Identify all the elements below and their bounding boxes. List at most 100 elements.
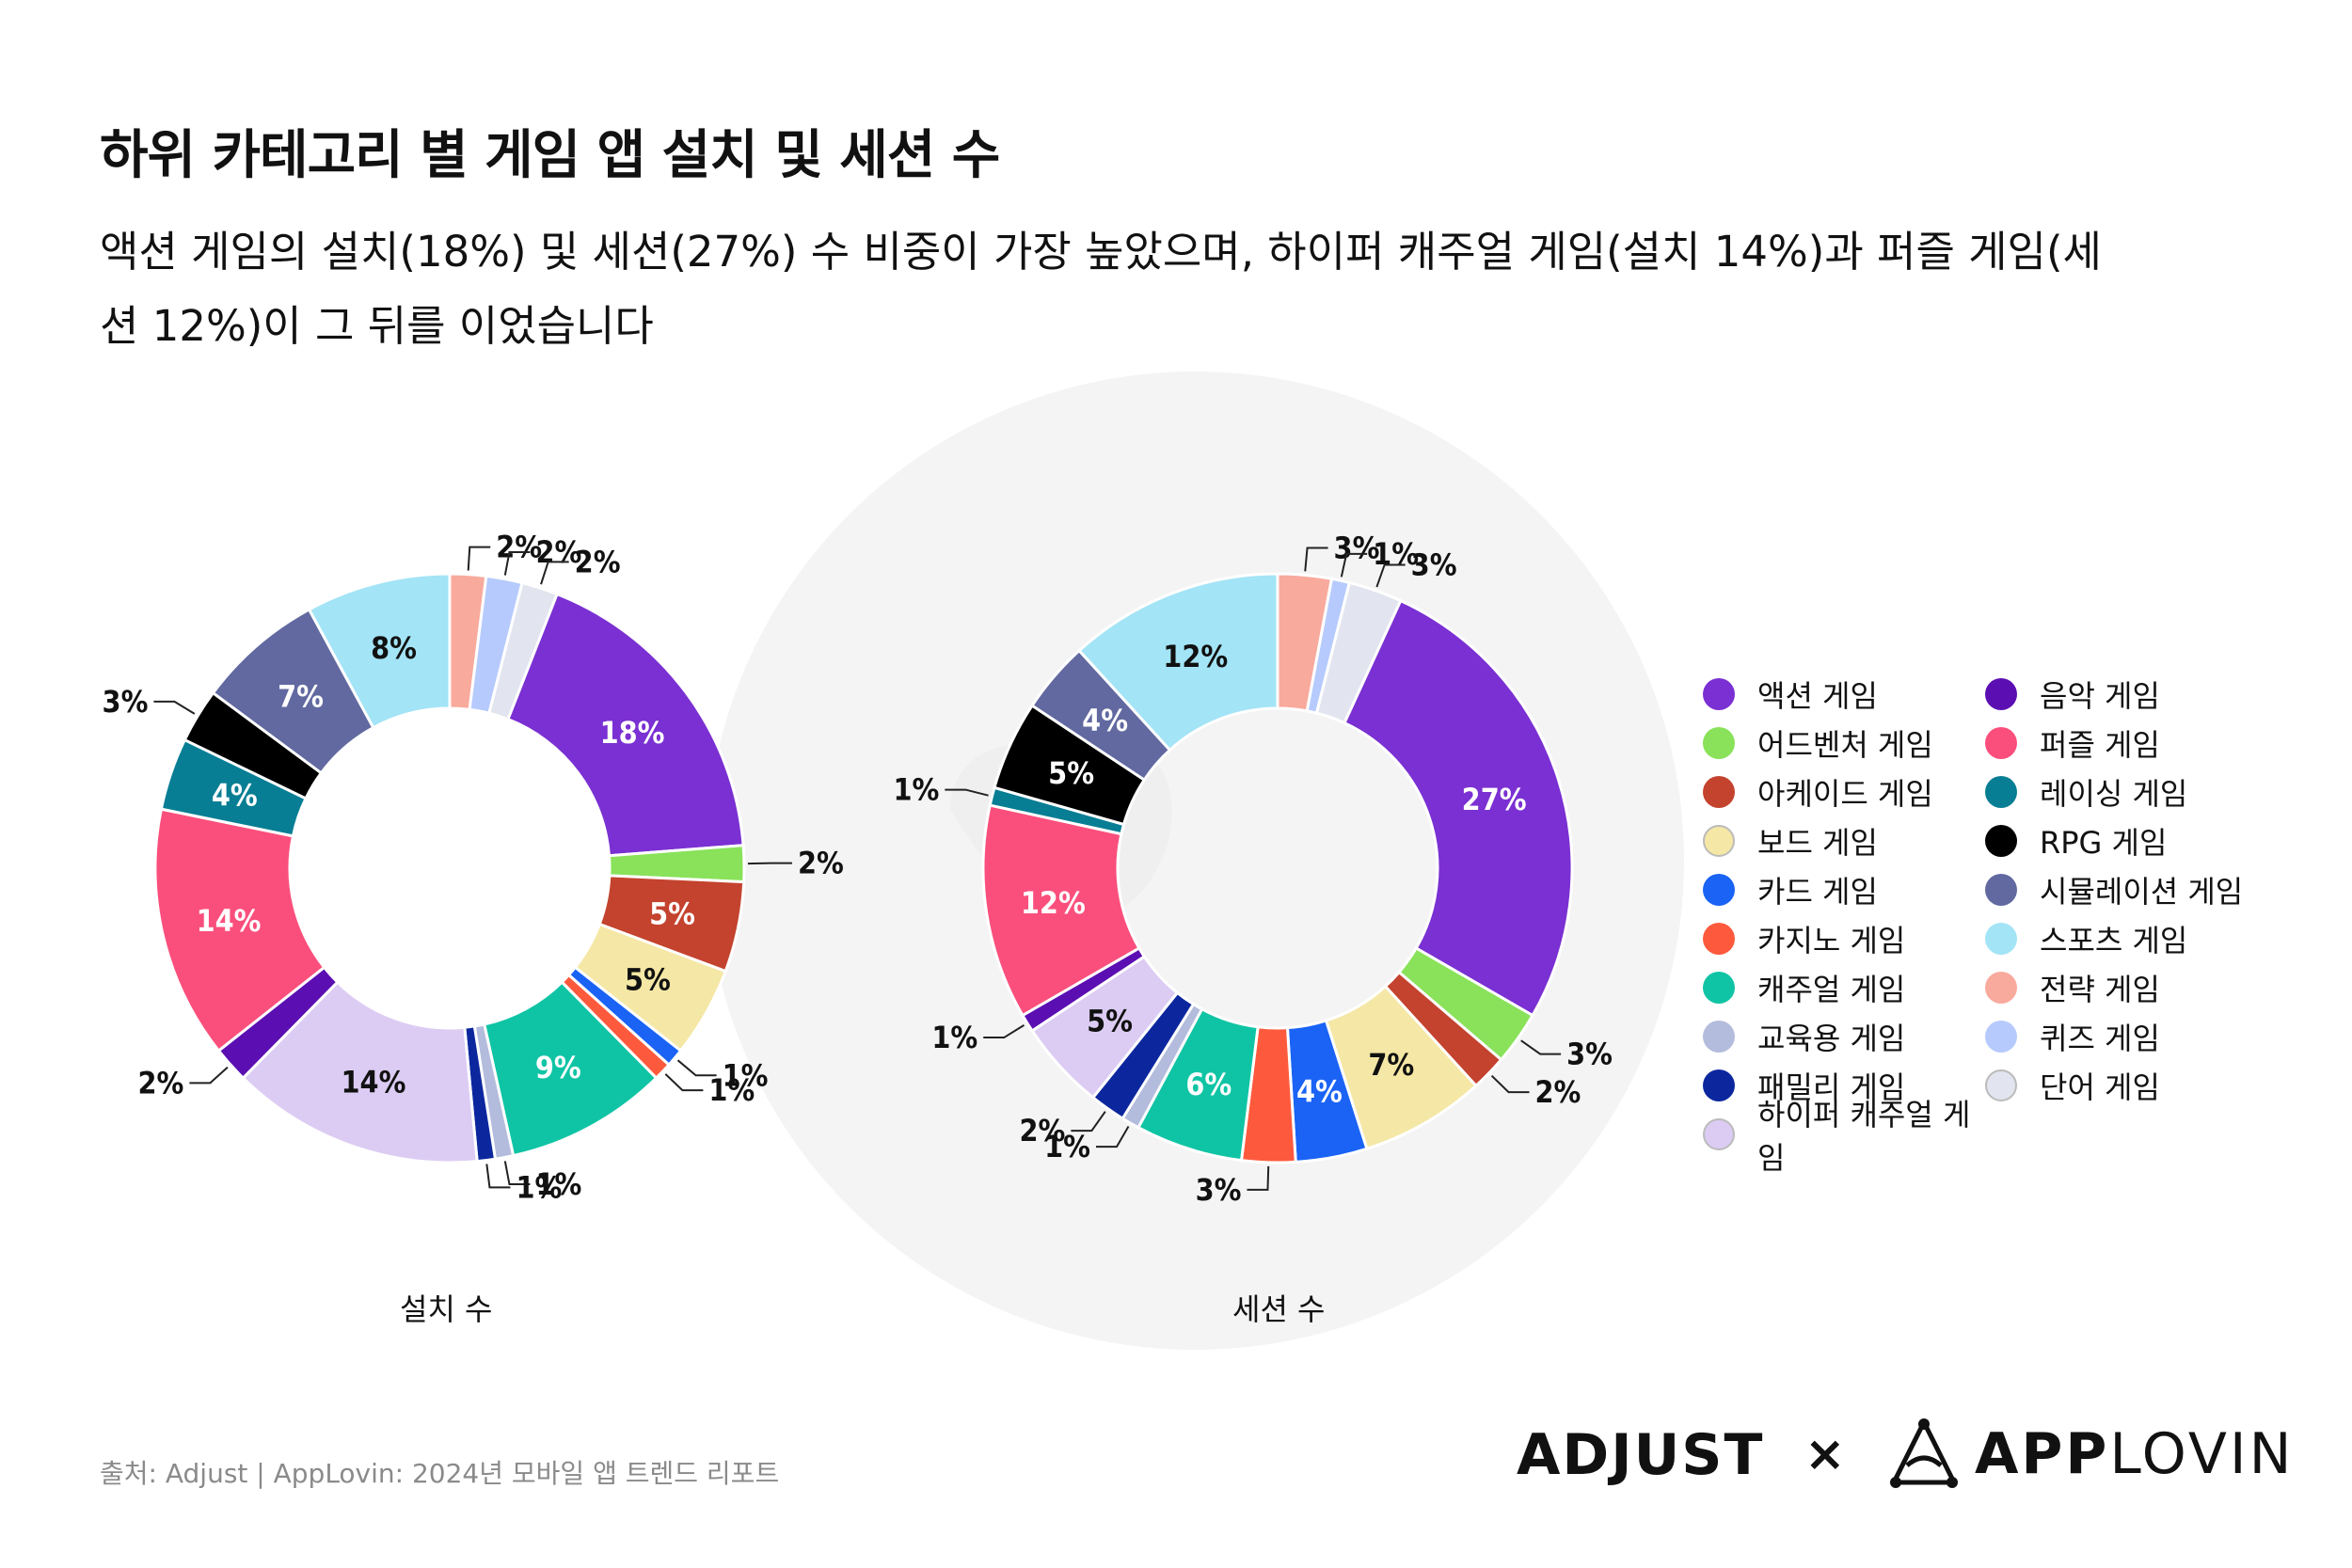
donut-segment-label: 14% xyxy=(342,1065,406,1101)
donut-segment-label: 4% xyxy=(1296,1073,1343,1109)
donut-callout-label: 3% xyxy=(1566,1037,1613,1072)
legend-item: 액션 게임 xyxy=(1703,670,1985,719)
donut-segment-label: 7% xyxy=(1368,1047,1414,1083)
donut-segment xyxy=(307,572,452,730)
legend-swatch xyxy=(1703,923,1735,955)
callout-line xyxy=(1520,1039,1562,1055)
donut-callout-label: 2% xyxy=(575,544,621,579)
legend-item: 어드벤처 게임 xyxy=(1703,719,1985,768)
donut-segment xyxy=(241,980,479,1164)
legend-label: 하이퍼 캐주얼 게임 xyxy=(1757,1097,1971,1176)
legend-swatch xyxy=(1703,727,1735,759)
donut-callout-label: 1% xyxy=(708,1072,755,1108)
legend-swatch xyxy=(1703,776,1735,808)
legend-item: 전략 게임 xyxy=(1985,963,2314,1012)
legend-label: 보드 게임 xyxy=(1757,825,1878,861)
legend-swatch xyxy=(1703,678,1735,710)
legend-item: 카지노 게임 xyxy=(1703,914,1985,963)
legend-label: 퍼즐 게임 xyxy=(2040,727,2160,763)
legend-swatch xyxy=(1985,825,2017,857)
callout-line xyxy=(540,561,569,585)
legend-item: 교육용 게임 xyxy=(1703,1012,1985,1061)
donut-segment-label: 27% xyxy=(1462,782,1527,817)
legend-item: 퀴즈 게임 xyxy=(1985,1012,2314,1061)
legend-item: 시뮬레이션 게임 xyxy=(1985,865,2314,914)
donut-segment xyxy=(1343,598,1574,1018)
donut-segment-label: 5% xyxy=(649,895,695,931)
donut-segment-label: 9% xyxy=(535,1050,581,1085)
legend-swatch xyxy=(1985,678,2017,710)
donut-segment-label: 5% xyxy=(625,962,671,998)
donut-callout-label: 2% xyxy=(1020,1113,1066,1148)
donut-callout-label: 2% xyxy=(137,1065,183,1101)
donut-segment-label: 5% xyxy=(1048,755,1094,791)
donut-segment-label: 5% xyxy=(1087,1004,1133,1039)
donut-segment-label: 7% xyxy=(278,679,324,715)
legend-swatch xyxy=(1985,923,2017,955)
installs-caption: 설치 수 xyxy=(400,1291,493,1327)
legend-label: 카지노 게임 xyxy=(1757,923,1906,958)
legend-swatch xyxy=(1985,1021,2017,1053)
callout-line xyxy=(503,550,531,576)
sessions-donut: 3%1%3%27%3%2%7%4%3%6%1%2%5%1%12%1% 5%4%12… xyxy=(893,530,1613,1207)
callout-line xyxy=(664,1073,704,1092)
sessions-caption: 세션 수 xyxy=(1232,1291,1326,1327)
callout-line xyxy=(983,1024,1025,1039)
legend-label: 캐주얼 게임 xyxy=(1757,972,1906,1007)
legend-item: 아케이드 게임 xyxy=(1703,768,1985,816)
legend-swatch xyxy=(1703,825,1735,857)
legend-label: 패밀리 게임 xyxy=(1757,1069,1906,1105)
chart-subtitle: 액션 게임의 설치(18%) 및 세션(27%) 수 비중이 가장 높았으며, … xyxy=(100,227,2102,351)
applovin-logo: APPLOVIN xyxy=(1886,1417,2294,1492)
legend-swatch xyxy=(1985,874,2017,906)
logo-separator: × xyxy=(1804,1426,1846,1482)
donut-callout-label: 2% xyxy=(535,534,581,570)
callout-line xyxy=(189,1066,229,1085)
legend-label: 시뮬레이션 게임 xyxy=(2040,874,2244,910)
callout-line xyxy=(1340,552,1368,578)
legend-label: 단어 게임 xyxy=(2040,1069,2160,1105)
legend-item: 레이싱 게임 xyxy=(1985,768,2314,816)
callout-line xyxy=(485,1164,511,1189)
donut-segment-label: 12% xyxy=(1163,639,1228,674)
installs-donut: 2%2%2%18%2%5%5%1%1%9%1%1%14%2%14%4%3% 7%8… xyxy=(103,530,844,1206)
legend-swatch xyxy=(1703,1118,1735,1150)
donut-segment-label: 12% xyxy=(1021,885,1086,921)
donut-segment-label: 14% xyxy=(197,903,262,939)
legend-swatch xyxy=(1703,1021,1735,1053)
applovin-logo-bold: APP xyxy=(1975,1421,2110,1487)
donut-callout-label: 3% xyxy=(1334,530,1380,565)
legend-swatch xyxy=(1703,1069,1735,1101)
chart-title: 하위 카테고리 별 게임 앱 설치 및 세션 수 xyxy=(100,125,1000,186)
callout-line xyxy=(503,1161,531,1186)
donut-segment xyxy=(506,592,745,858)
legend-label: 교육용 게임 xyxy=(1757,1021,1906,1056)
donut-callout-label: 2% xyxy=(1535,1074,1581,1110)
legend-label: 액션 게임 xyxy=(1757,678,1878,714)
applovin-mark-icon xyxy=(1890,1418,1958,1488)
legend-swatch xyxy=(1703,874,1735,906)
legend-item: 단어 게임 xyxy=(1985,1061,2314,1110)
donut-callout-label: 1% xyxy=(1044,1129,1090,1164)
donut-callout-label: 2% xyxy=(798,846,844,881)
legend-label: 어드벤처 게임 xyxy=(1757,727,1933,763)
donut-segment xyxy=(1077,572,1279,752)
legend-item: RPG 게임 xyxy=(1985,816,2314,865)
applovin-logo-light: LOVIN xyxy=(2109,1421,2295,1487)
legend-swatch xyxy=(1703,972,1735,1004)
callout-line xyxy=(467,546,491,571)
legend-label: 전략 게임 xyxy=(2040,972,2160,1007)
legend-label: RPG 게임 xyxy=(2040,825,2168,861)
legend-item: 스포츠 게임 xyxy=(1985,914,2314,963)
legend-label: 레이싱 게임 xyxy=(2040,776,2188,812)
donut-callout-label: 1% xyxy=(1373,536,1419,572)
legend-item: 카드 게임 xyxy=(1703,865,1985,914)
donut-callout-label: 3% xyxy=(1196,1172,1242,1208)
donut-callout-label: 1% xyxy=(516,1169,562,1205)
donut-segment-label: 18% xyxy=(600,715,665,751)
callout-line xyxy=(1304,546,1328,572)
legend-swatch xyxy=(1985,727,2017,759)
donut-callout-label: 1% xyxy=(535,1166,581,1202)
donut-segment-label: 6% xyxy=(1185,1067,1232,1102)
